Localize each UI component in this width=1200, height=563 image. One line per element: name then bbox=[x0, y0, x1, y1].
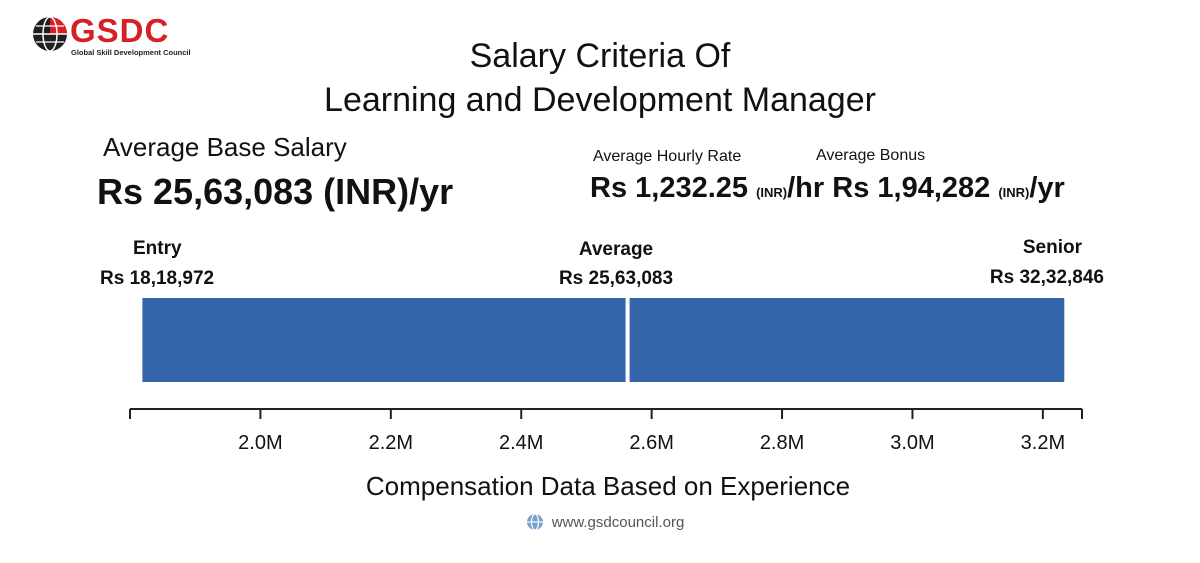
gsdc-logo: GSDC Global Skill Development Council bbox=[30, 12, 191, 57]
average-base-salary-label: Average Base Salary bbox=[103, 132, 347, 162]
stat-values: Rs 1,232.25 (INR)/hr Rs 1,94,282 (INR)/y… bbox=[590, 172, 1065, 205]
x-axis-label: Compensation Data Based on Experience bbox=[365, 471, 851, 501]
bonus-unit: (INR) bbox=[998, 185, 1030, 200]
bonus-value: Rs 1,94,282 bbox=[832, 172, 991, 204]
senior-level: Senior Rs 32,32,846 bbox=[972, 235, 1112, 291]
average-level: Average Rs 25,63,083 bbox=[546, 237, 686, 292]
footer-url: www.gsdcouncil.org bbox=[551, 514, 685, 531]
senior-level-value: Rs 32,32,846 bbox=[989, 267, 1104, 288]
globe-icon bbox=[526, 513, 543, 531]
entry-level-value: Rs 18,18,972 bbox=[100, 268, 215, 289]
logo-text: GSDC bbox=[70, 12, 170, 49]
bar-segment bbox=[629, 298, 1065, 382]
average-level-value: Rs 25,63,083 bbox=[558, 268, 674, 289]
entry-level: Entry Rs 18,18,972 bbox=[100, 236, 220, 292]
title-line-1: Salary Criteria Of bbox=[469, 37, 731, 75]
entry-level-name: Entry bbox=[133, 238, 182, 259]
globe-logo-icon bbox=[33, 16, 67, 52]
x-tick-label: 2.2M bbox=[369, 432, 413, 454]
average-base-salary-value: Rs 25,63,083 (INR)/yr bbox=[97, 171, 454, 212]
hourly-rate-suffix: /hr bbox=[787, 172, 825, 204]
x-tick-label: 3.0M bbox=[890, 432, 934, 454]
footer: www.gsdcouncil.org bbox=[0, 513, 1200, 531]
hourly-rate-unit: (INR) bbox=[756, 185, 788, 200]
average-level-name: Average bbox=[578, 239, 654, 260]
x-tick-label: 2.0M bbox=[238, 432, 282, 454]
bonus-label: Average Bonus bbox=[816, 147, 926, 164]
hourly-rate-value: Rs 1,232.25 bbox=[590, 172, 749, 204]
x-tick-label: 2.8M bbox=[760, 432, 804, 454]
x-tick-label: 2.6M bbox=[629, 432, 673, 454]
x-tick-label: 3.2M bbox=[1021, 432, 1065, 454]
senior-level-name: Senior bbox=[1022, 237, 1082, 258]
bar-segment bbox=[142, 298, 626, 382]
bonus-suffix: /yr bbox=[1029, 172, 1065, 204]
title-line-2: Learning and Development Manager bbox=[324, 81, 876, 119]
logo-subtitle: Global Skill Development Council bbox=[71, 48, 191, 57]
x-tick-label: 2.4M bbox=[499, 432, 543, 454]
hourly-rate-label: Average Hourly Rate bbox=[593, 148, 742, 165]
